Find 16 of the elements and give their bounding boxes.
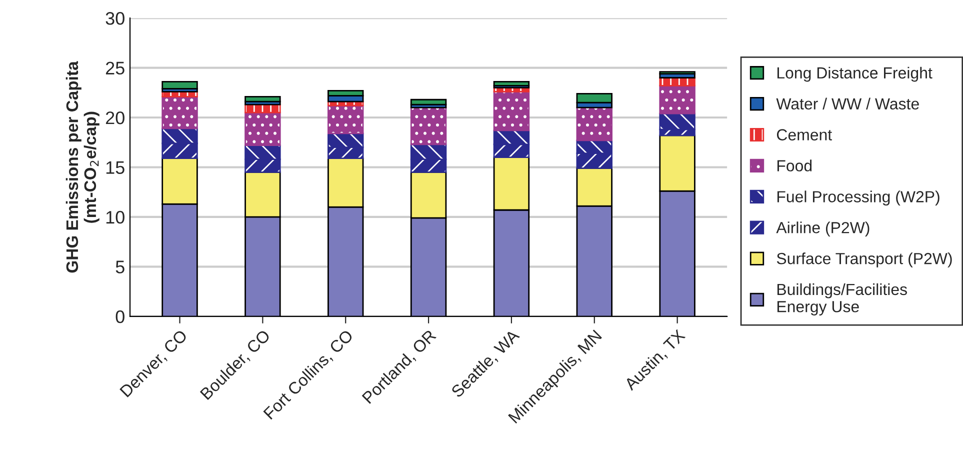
y-tick-label: 0 [116, 310, 124, 324]
y-tick-label: 10 [106, 210, 124, 224]
legend-label: Long Distance Freight [777, 66, 932, 82]
legend-label: Cement [776, 129, 832, 140]
legend-label: Food [777, 160, 812, 172]
legend-label: Surface Transport (P2W) [776, 252, 952, 268]
y-tick-label: 5 [116, 260, 124, 274]
y-tick-label: 20 [106, 111, 124, 124]
y-tick-label: 15 [106, 161, 124, 174]
legend-label: Fuel Processing (W2P) [777, 190, 940, 206]
legend-label: Buildings/Facilities Energy Use [777, 283, 907, 316]
y-axis-title: GHG Emissions per Capita (mt-CO$_{2}$e/cap) [66, 61, 100, 273]
y-tick-label: 25 [106, 62, 124, 75]
legend-label: Water / WW / Waste [776, 98, 919, 110]
y-tick-label: 30 [106, 12, 124, 25]
legend-label: Airline (P2W) [776, 222, 870, 236]
